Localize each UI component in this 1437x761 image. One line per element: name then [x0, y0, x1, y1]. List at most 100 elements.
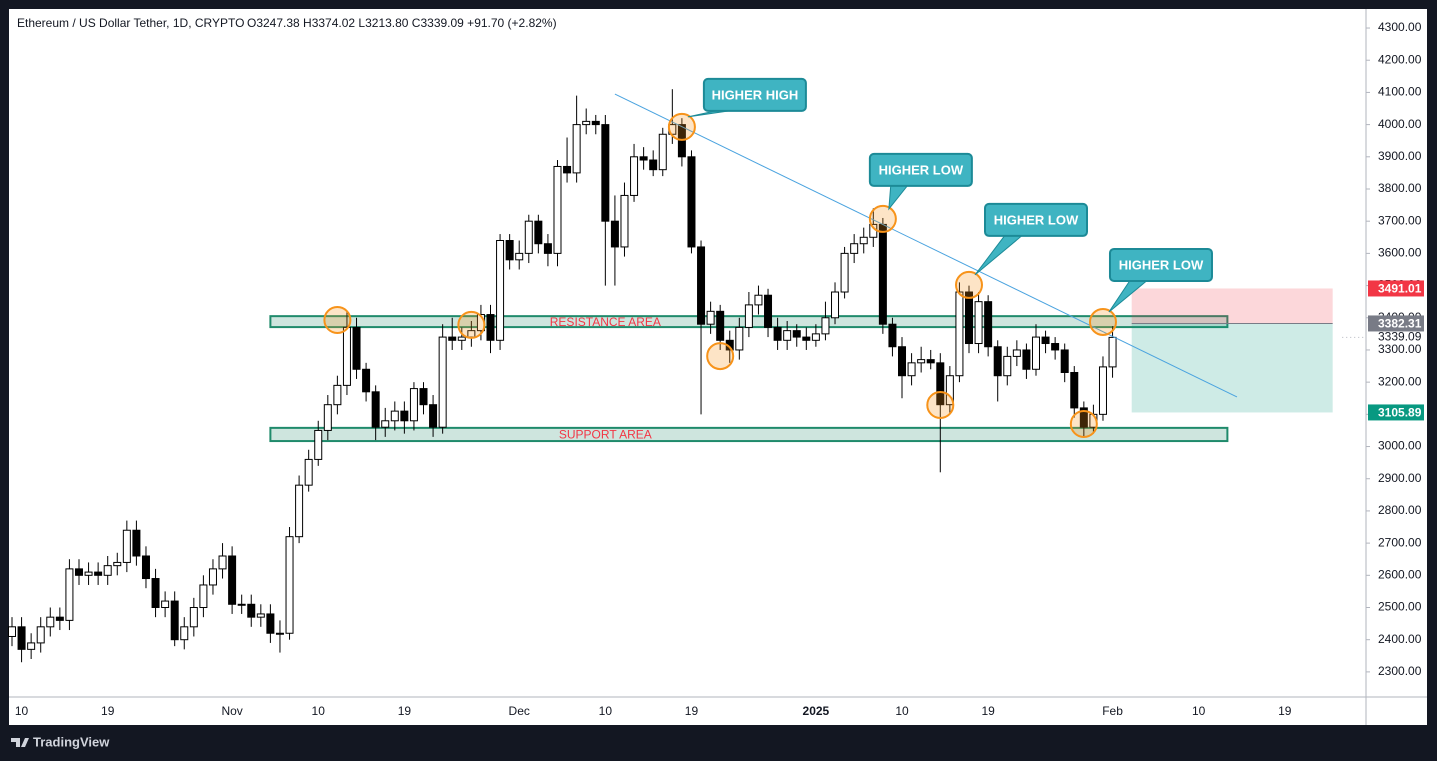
- candle-body: [17, 626, 26, 650]
- candle-body: [113, 561, 122, 567]
- candle-body: [46, 616, 55, 628]
- candle-body: [8, 626, 16, 637]
- callout-label: HIGHER LOW: [1119, 257, 1204, 272]
- candle-body: [333, 384, 342, 406]
- x-tick-label: 10: [895, 704, 909, 718]
- candle-body: [352, 326, 361, 370]
- zone-label: SUPPORT AREA: [559, 428, 652, 442]
- y-tick-label: 3800.00: [1378, 181, 1422, 195]
- y-tick-label: 2400.00: [1378, 632, 1422, 646]
- x-tick-label: 10: [312, 704, 326, 718]
- candle-body: [295, 484, 304, 538]
- candle-body: [888, 323, 897, 348]
- candle-body: [687, 156, 696, 248]
- candle-body: [917, 359, 926, 364]
- candle-body: [27, 642, 36, 650]
- callout-box: [702, 77, 807, 112]
- x-tick-label: 19: [685, 704, 699, 718]
- price-tag-label: 3105.89: [1378, 406, 1422, 420]
- candle-body: [496, 240, 505, 341]
- price-tag: [1368, 404, 1424, 421]
- candle-body: [151, 578, 160, 609]
- candle-body: [1051, 343, 1060, 351]
- candle-body: [285, 536, 294, 634]
- candle-body: [218, 555, 227, 570]
- highlight-circle: [457, 310, 486, 339]
- price-tag-label: 3382.31: [1378, 317, 1422, 331]
- ohlc-readout: O3247.38 H3374.02 L3213.80 C3339.09 +91.…: [247, 16, 557, 30]
- candle-body: [237, 603, 246, 606]
- callout-label: HIGHER HIGH: [712, 87, 799, 102]
- candle-body: [926, 359, 935, 364]
- candle-body: [515, 252, 524, 261]
- highlight-circle: [1088, 307, 1117, 336]
- candle-body: [438, 336, 447, 428]
- candle-body: [55, 616, 64, 621]
- highlight-circle: [667, 112, 696, 141]
- candle-body: [400, 410, 409, 422]
- candle-body: [74, 568, 83, 576]
- candle-body: [275, 632, 284, 635]
- candle-body: [620, 194, 629, 248]
- highlight-circle: [323, 306, 352, 335]
- target-zone: [1131, 323, 1333, 413]
- y-tick-label: 2800.00: [1378, 503, 1422, 517]
- candle-body: [94, 571, 103, 576]
- candle-body: [170, 600, 179, 641]
- candle-body: [783, 330, 792, 341]
- candle-body: [859, 236, 868, 245]
- candle-body: [878, 223, 887, 325]
- highlight-circle: [1069, 410, 1098, 439]
- candle-body: [419, 388, 428, 406]
- candle-body: [84, 571, 93, 576]
- candle-body: [601, 124, 610, 222]
- candle-body: [802, 336, 811, 341]
- y-tick-label: 2300.00: [1378, 664, 1422, 678]
- candle-body: [381, 420, 390, 428]
- highlight-circle: [926, 391, 955, 420]
- candle-body: [716, 310, 725, 341]
- x-tick-label: Nov: [221, 704, 242, 718]
- candle-body: [247, 603, 256, 618]
- zone: [269, 426, 1229, 443]
- stop-zone: [1131, 288, 1333, 324]
- candle-body: [764, 294, 773, 328]
- y-tick-label: 4200.00: [1378, 52, 1422, 66]
- x-tick-label: 19: [398, 704, 412, 718]
- candle-body: [744, 304, 753, 328]
- candle-body: [811, 333, 820, 341]
- candle-body: [314, 429, 323, 460]
- candle-body: [1060, 349, 1069, 373]
- candle-body: [945, 375, 954, 406]
- candle-body: [572, 124, 581, 174]
- candle-body: [342, 326, 351, 386]
- candle-body: [505, 240, 514, 261]
- candle-body: [256, 613, 265, 618]
- y-tick-label: 4100.00: [1378, 85, 1422, 99]
- candle-body: [429, 404, 438, 428]
- candle-body: [974, 301, 983, 345]
- candle-body: [180, 626, 189, 641]
- candle-body: [907, 362, 916, 377]
- logo-mark: [11, 738, 29, 747]
- price-tag-label: 3491.01: [1378, 282, 1422, 296]
- candle-body: [524, 220, 533, 254]
- candle-body: [610, 220, 619, 248]
- candle-body: [208, 568, 217, 586]
- candle-body: [697, 246, 706, 325]
- candle-body: [141, 555, 150, 580]
- candle-body: [898, 346, 907, 377]
- x-tick-label: 10: [599, 704, 613, 718]
- candle-body: [1079, 407, 1088, 428]
- x-tick-label: 2025: [803, 704, 830, 718]
- candle-body: [161, 600, 170, 609]
- x-tick-label: Dec: [509, 704, 530, 718]
- candle-body: [754, 294, 763, 306]
- candle-body: [199, 584, 208, 609]
- y-tick-label: 3600.00: [1378, 246, 1422, 260]
- y-tick-label: 4000.00: [1378, 117, 1422, 131]
- candle-body: [390, 410, 399, 422]
- candle-body: [1022, 349, 1031, 370]
